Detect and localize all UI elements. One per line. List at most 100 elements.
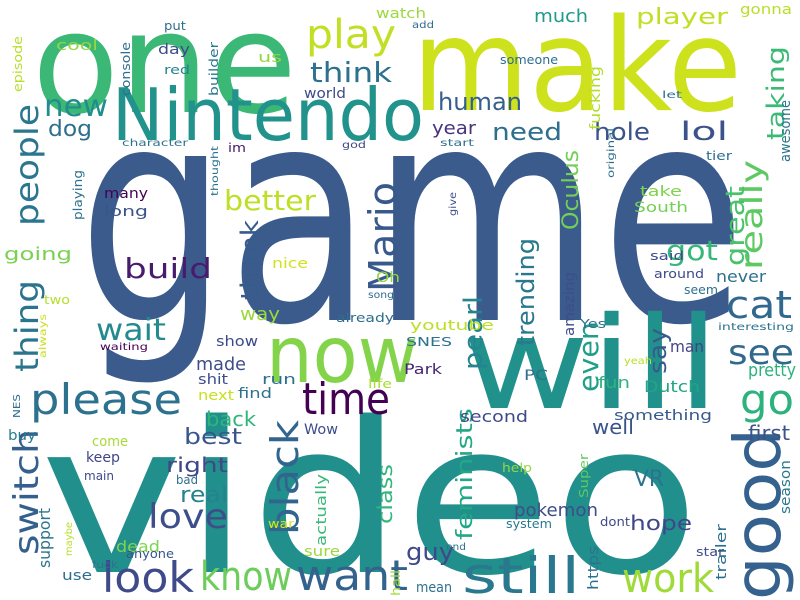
word-South: South [634, 200, 688, 216]
word-thank: thank [236, 220, 264, 300]
word-build: build [124, 252, 212, 285]
word-SNES: SNES [406, 335, 452, 349]
word-god: god [342, 140, 366, 151]
word-interesting: interesting [718, 322, 794, 333]
word-hall: hall [389, 570, 403, 596]
word-something: something [614, 408, 712, 424]
word-Yes: Yes [579, 317, 606, 331]
word-long: long [104, 204, 148, 220]
word-better: better [224, 184, 317, 217]
word-system: system [506, 517, 552, 531]
word-never: never [716, 267, 766, 286]
word-actually: actually [314, 474, 330, 546]
word-us: us [258, 50, 282, 66]
word-real: real [180, 483, 228, 508]
word-good: good [722, 428, 796, 600]
word-fun: fun [598, 373, 630, 392]
word-red: red [164, 63, 190, 77]
word-https: https [586, 546, 602, 590]
word-fuck: fuck [92, 560, 118, 571]
word-start: start [440, 138, 474, 149]
word-awesome: awesome [778, 100, 794, 162]
word-star: star [696, 545, 724, 559]
word-look: look [102, 553, 195, 600]
word-give: give [448, 192, 459, 216]
word-way: way [240, 304, 280, 325]
word-thing: thing [8, 280, 46, 372]
word-switch: switch [7, 429, 47, 555]
word-hope: hope [630, 511, 692, 535]
word-wait: wait [96, 313, 166, 348]
word-take: take [640, 184, 682, 200]
word-Nintendo: Nintendo [112, 73, 424, 157]
word-play: play [306, 12, 396, 58]
word-back: back [206, 407, 256, 431]
word-class: class [373, 464, 397, 524]
word-player: player [636, 5, 729, 30]
word-man: man [670, 337, 704, 356]
word-gonna: gonna [740, 2, 792, 18]
word-dead: dead [116, 537, 160, 556]
word-war: war [268, 517, 294, 531]
word-someone: someone [500, 53, 558, 67]
word-dont: dont [600, 515, 630, 529]
word-show: show [216, 334, 258, 350]
word-dog: dog [48, 117, 92, 142]
word-song: song [368, 290, 394, 301]
word-Park: Park [404, 362, 443, 378]
word-see-visible: see [728, 333, 794, 373]
word-now: now [266, 311, 418, 401]
word-hole: hole [594, 118, 650, 146]
word-buy: buy [8, 428, 36, 444]
word-pretty: pretty [748, 360, 796, 381]
word-time: time [302, 374, 390, 425]
word-much: much [534, 6, 588, 27]
word-let: let [662, 90, 682, 101]
word-guy: guy [406, 538, 454, 566]
word-cat: cat [726, 283, 792, 327]
word-two: two [44, 293, 70, 307]
word-original: original [606, 128, 617, 178]
word-really: really [735, 160, 770, 270]
word-love: love [148, 497, 228, 537]
word-go: go [740, 375, 794, 424]
word-console: console [119, 42, 133, 96]
word-video: video [40, 377, 700, 600]
word-seem: seem [684, 283, 718, 297]
word-fucking: fucking [588, 66, 604, 130]
word-tier: tier [706, 149, 732, 163]
word-said: said [650, 249, 684, 263]
word-always: always [38, 314, 49, 358]
word-watch: watch [376, 6, 426, 22]
word-already: already [336, 311, 394, 325]
word-got: got [666, 234, 718, 267]
word-year: year [432, 118, 477, 139]
word-human: human [438, 88, 522, 116]
word-next: next [198, 388, 235, 404]
word-world: world [304, 86, 346, 102]
word-use: use [62, 568, 92, 584]
word-many: many [104, 186, 148, 202]
word-second: second [460, 407, 528, 426]
word-maybe: maybe [64, 522, 75, 556]
word-im: im [228, 141, 246, 155]
word-best: best [184, 425, 242, 450]
word-trailer: trailer [714, 524, 730, 580]
word-lol: lol [680, 117, 728, 147]
word-say: say [644, 328, 672, 374]
word-Mario: Mario [361, 182, 405, 292]
word-one: one [32, 0, 297, 146]
word-nice: nice [272, 256, 308, 272]
word-need: need [492, 118, 562, 146]
word-will: will [462, 290, 720, 439]
word-feminists: feminists [453, 408, 478, 540]
word-bad: bad [176, 473, 198, 487]
word-going: going [4, 244, 72, 265]
word-want: want [296, 551, 408, 600]
word-know: know [200, 554, 292, 600]
word-life: life [368, 377, 392, 391]
word-cool: cool [56, 38, 98, 54]
word-season: season [778, 460, 794, 514]
word-Oh: Oh [376, 270, 400, 286]
